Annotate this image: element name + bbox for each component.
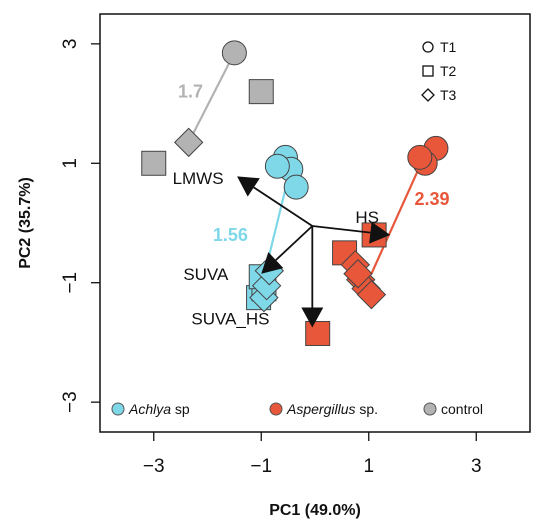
x-tick-label: −1 xyxy=(250,456,272,477)
plot-frame xyxy=(99,13,531,433)
legend-circle-icon xyxy=(422,41,434,53)
loading-arrowhead-suva_hs xyxy=(301,307,324,328)
loading-arrowhead-lmws xyxy=(237,176,260,197)
distance-label-aspergillus: 2.39 xyxy=(414,189,449,209)
loading-label-lmws: LMWS xyxy=(173,169,224,188)
x-tick-label: −3 xyxy=(143,456,165,477)
point-control-circle xyxy=(221,40,247,66)
point-control-square xyxy=(248,79,274,105)
loading-vectors: LMWS HS SUVA SUVA_HS xyxy=(173,169,391,329)
loading-arrowhead-suva xyxy=(261,252,284,274)
legend-diamond-icon xyxy=(421,88,435,102)
legend-achlya-swatch xyxy=(111,402,125,416)
x-axis: −3 −1 1 3 xyxy=(143,432,482,477)
point-aspergillus-circle xyxy=(407,144,433,170)
loading-label-hs: HS xyxy=(355,208,379,227)
loading-arrow-hs xyxy=(312,225,371,234)
point-achlya-circle xyxy=(283,174,309,200)
legend-control-label: control xyxy=(441,401,483,417)
y-tick-label: −3 xyxy=(60,391,81,413)
legend-shape-label: T2 xyxy=(440,63,457,79)
point-achlya-circle xyxy=(264,153,290,179)
y-tick-label: −1 xyxy=(60,272,81,294)
distance-line-aspergillus xyxy=(370,159,424,275)
x-tick-label: 1 xyxy=(363,456,374,477)
loading-label-suva: SUVA xyxy=(183,265,229,284)
legend-aspergillus-label: Aspergillus sp. xyxy=(286,401,378,417)
legend-shape-label: T3 xyxy=(440,87,457,103)
y-tick-label: 1 xyxy=(60,158,81,169)
point-aspergillus-square xyxy=(305,320,331,346)
y-axis: −3 −1 1 3 xyxy=(60,39,100,413)
loading-arrow-lmws xyxy=(253,186,313,227)
distance-line-control xyxy=(187,52,236,143)
legend-square-icon xyxy=(422,65,434,77)
distance-label-achlya: 1.56 xyxy=(213,225,248,245)
x-tick-label: 3 xyxy=(471,456,482,477)
y-tick-label: 3 xyxy=(60,39,81,50)
legend-control-swatch xyxy=(423,402,437,416)
loading-arrow-suva xyxy=(275,225,313,261)
legend-aspergillus-swatch xyxy=(269,402,283,416)
y-axis-title: PC2 (35.7%) xyxy=(17,177,34,269)
x-axis-title: PC1 (49.0%) xyxy=(269,502,361,519)
shape-legend: T1 T2 T3 xyxy=(421,39,457,103)
legend-shape-label: T1 xyxy=(440,39,457,55)
point-aspergillus-diamond xyxy=(356,279,387,310)
point-control-diamond xyxy=(173,127,204,158)
distance-labels: 1.7 1.56 2.39 xyxy=(178,82,450,245)
data-points xyxy=(141,40,449,346)
loading-label-suva_hs: SUVA_HS xyxy=(191,310,269,329)
distance-label-control: 1.7 xyxy=(178,82,203,102)
group-legend: Achlya sp Aspergillus sp. control xyxy=(111,401,483,417)
point-control-square xyxy=(141,150,167,176)
loading-arrowhead-hs xyxy=(369,221,391,244)
legend-achlya-label: Achlya sp xyxy=(128,401,190,417)
point-aspergillus-diamond xyxy=(343,259,373,289)
